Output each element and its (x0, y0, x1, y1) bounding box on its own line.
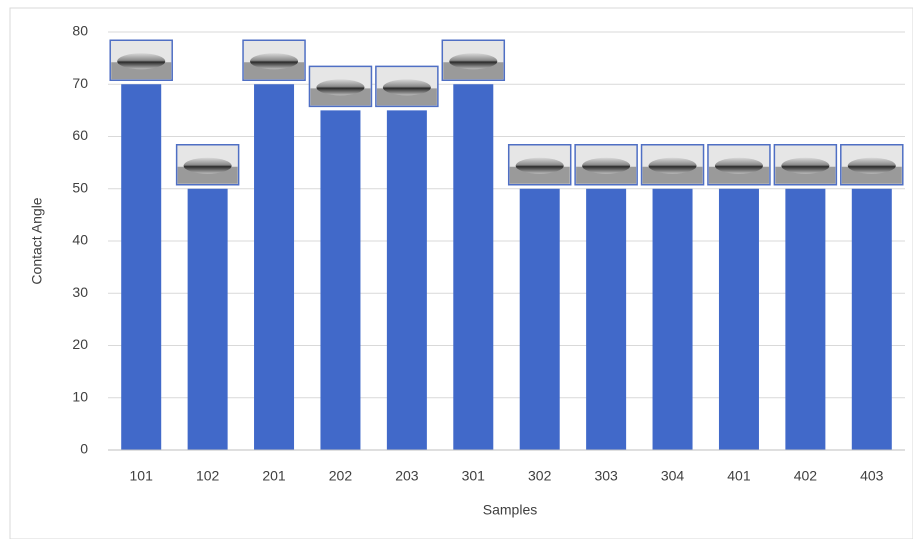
bar (652, 188, 693, 450)
bar (121, 84, 162, 450)
x-tick-label: 303 (594, 468, 618, 484)
y-tick-label: 40 (72, 232, 88, 248)
droplet (382, 79, 431, 96)
x-tick-label: 201 (262, 468, 286, 484)
bar (519, 188, 560, 450)
y-tick-label: 50 (72, 179, 88, 195)
x-tick-label: 202 (329, 468, 353, 484)
bar (254, 84, 295, 450)
bar (785, 188, 826, 450)
x-tick-label: 301 (462, 468, 486, 484)
x-tick-label: 203 (395, 468, 419, 484)
bar (453, 84, 494, 450)
bar (851, 188, 892, 450)
y-tick-label: 10 (72, 388, 88, 404)
x-tick-label: 101 (130, 468, 154, 484)
droplet (582, 157, 631, 174)
y-tick-label: 20 (72, 336, 88, 352)
y-tick-label: 0 (80, 441, 88, 457)
x-axis-label: Samples (483, 502, 537, 518)
droplet (183, 157, 232, 174)
x-tick-label: 302 (528, 468, 552, 484)
bar (320, 110, 361, 450)
droplet (449, 53, 498, 70)
y-tick-label: 80 (72, 23, 88, 39)
x-tick-label: 102 (196, 468, 220, 484)
droplet (847, 157, 896, 174)
y-tick-label: 30 (72, 284, 88, 300)
x-tick-label: 402 (794, 468, 818, 484)
y-tick-label: 60 (72, 127, 88, 143)
bar (386, 110, 427, 450)
bar (586, 188, 627, 450)
droplet (648, 157, 697, 174)
droplet (250, 53, 299, 70)
droplet (316, 79, 365, 96)
bar (718, 188, 759, 450)
droplet (515, 157, 564, 174)
x-tick-label: 304 (661, 468, 685, 484)
droplet (714, 157, 763, 174)
y-axis-label: Contact Angle (29, 197, 45, 284)
y-tick-label: 70 (72, 75, 88, 91)
droplet (117, 53, 166, 70)
x-tick-label: 403 (860, 468, 884, 484)
x-tick-label: 401 (727, 468, 751, 484)
bar (187, 188, 228, 450)
droplet (781, 157, 830, 174)
